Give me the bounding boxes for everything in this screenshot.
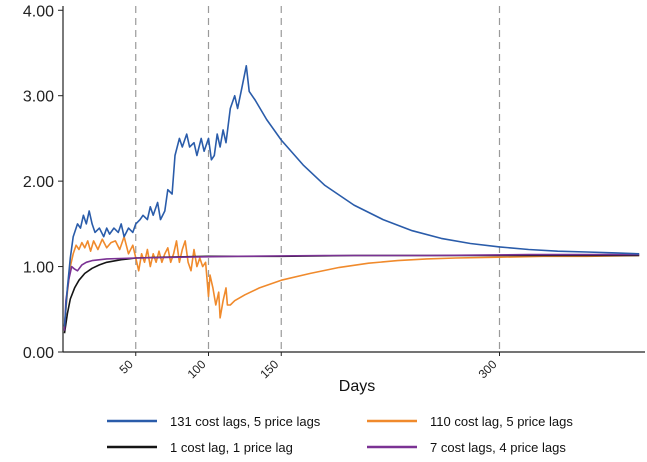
y-tick-label: 2.00 xyxy=(23,174,54,191)
y-tick-label: 4.00 xyxy=(23,3,54,20)
x-tick-label: 300 xyxy=(476,357,500,381)
legend-label: 7 cost lags, 4 price lags xyxy=(430,440,566,455)
legend-label: 131 cost lags, 5 price lags xyxy=(170,414,321,429)
legend-label: 110 cost lag, 5 price lags xyxy=(430,414,573,429)
x-tick-label: 100 xyxy=(185,357,209,381)
series-line-2 xyxy=(63,235,640,327)
plot-area: 0.00 1.00 2.00 3.00 4.00 50 100 150 300 xyxy=(23,3,645,381)
series-line-1 xyxy=(63,65,640,327)
legend-label: 1 cost lag, 1 price lag xyxy=(170,440,293,455)
y-tick-label: 3.00 xyxy=(23,89,54,106)
y-tick-label: 1.00 xyxy=(23,260,54,277)
x-tick-label: 150 xyxy=(257,357,281,381)
x-axis-label: Days xyxy=(339,378,375,395)
y-ticks: 0.00 1.00 2.00 3.00 4.00 xyxy=(23,3,63,362)
y-tick-label: 0.00 xyxy=(23,345,54,362)
legend: 131 cost lags, 5 price lags 110 cost lag,… xyxy=(107,414,573,455)
series-line-4 xyxy=(63,253,640,331)
series-lines xyxy=(63,65,640,334)
x-ticks: 50 100 150 300 xyxy=(117,352,500,381)
x-tick-label: 50 xyxy=(117,357,137,377)
